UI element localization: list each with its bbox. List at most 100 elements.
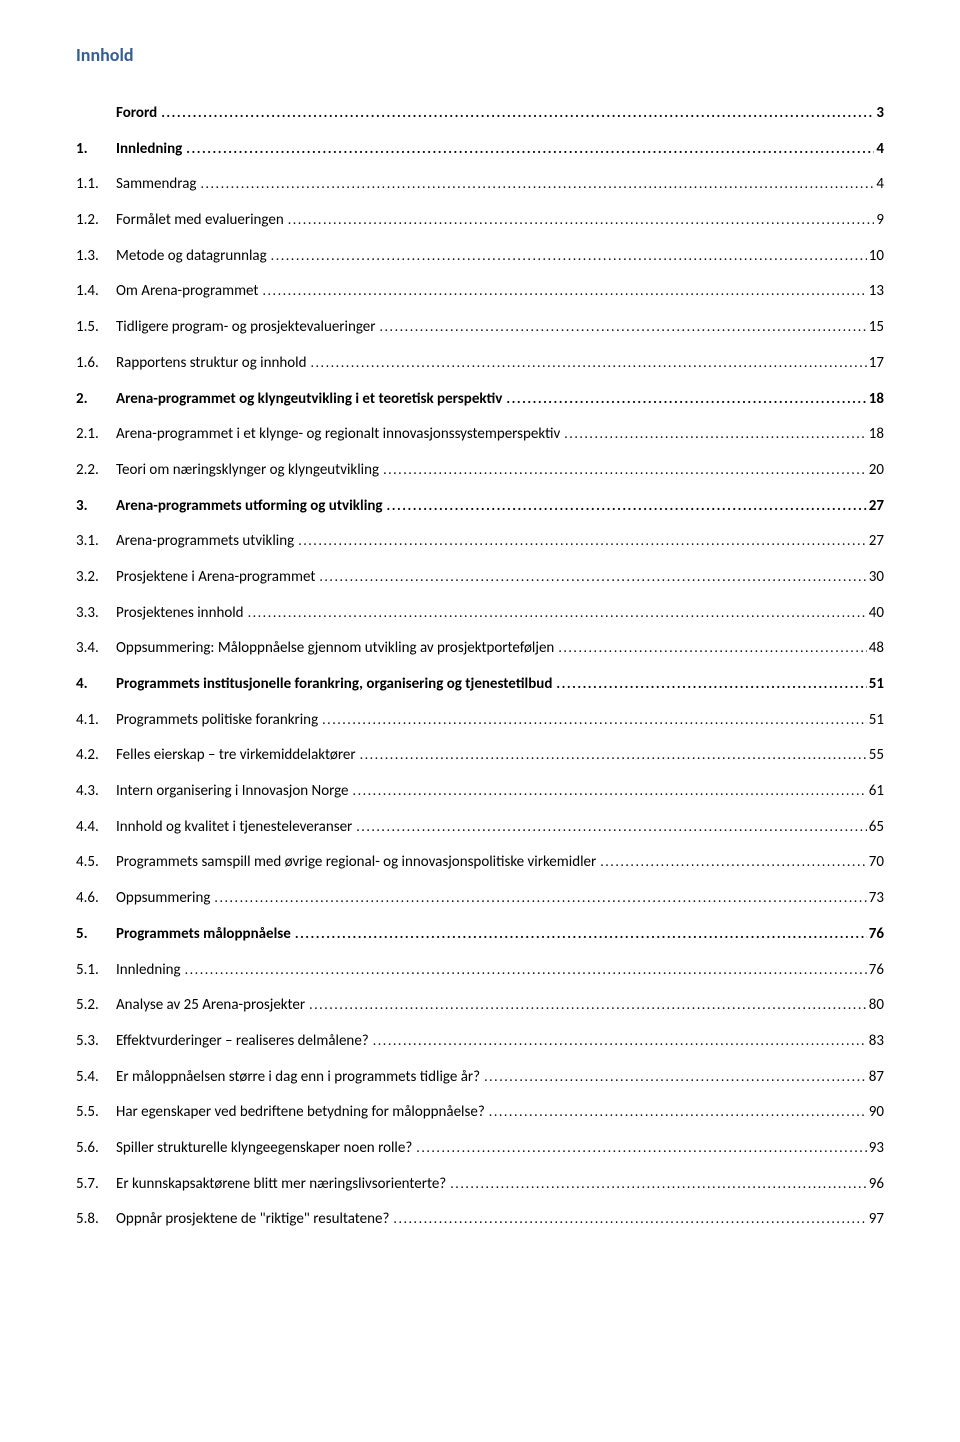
toc-leader: ........................................… — [379, 461, 867, 479]
toc-row: 4.4.Innhold og kvalitet i tjenestelevera… — [76, 818, 884, 838]
toc-page: 27 — [867, 532, 884, 552]
toc-leader: ........................................… — [315, 568, 866, 586]
toc-number: 5.6. — [76, 1139, 116, 1159]
toc-leader: ........................................… — [182, 140, 874, 158]
toc-label: Tidligere program- og prosjektevaluering… — [116, 318, 375, 338]
toc-list: Forord..................................… — [76, 104, 884, 1230]
toc-page: 83 — [867, 1032, 884, 1052]
toc-page: 13 — [867, 282, 884, 302]
toc-number: 2. — [76, 390, 116, 410]
toc-number: 3.2. — [76, 568, 116, 588]
toc-number: 5.1. — [76, 961, 116, 981]
toc-number: 5.7. — [76, 1175, 116, 1195]
toc-number: 1.6. — [76, 354, 116, 374]
toc-leader: ........................................… — [267, 247, 867, 265]
toc-leader: ........................................… — [502, 390, 866, 408]
toc-number: 5.2. — [76, 996, 116, 1016]
toc-label: Intern organisering i Innovasjon Norge — [116, 782, 349, 802]
toc-leader: ........................................… — [554, 639, 866, 657]
toc-label: Formålet med evalueringen — [116, 211, 284, 231]
toc-page: 20 — [867, 461, 884, 481]
toc-page: 61 — [867, 782, 884, 802]
toc-number: 5.3. — [76, 1032, 116, 1052]
toc-number: 4.2. — [76, 746, 116, 766]
toc-label: Har egenskaper ved bedriftene betydning … — [116, 1103, 485, 1123]
toc-leader: ........................................… — [446, 1175, 867, 1193]
toc-row: 1.2.Formålet med evalueringen...........… — [76, 211, 884, 231]
toc-row: 1.5.Tidligere program- og prosjektevalue… — [76, 318, 884, 338]
toc-page: 18 — [867, 425, 884, 445]
toc-page: 9 — [874, 211, 884, 231]
toc-row: 4.2.Felles eierskap – tre virkemiddelakt… — [76, 746, 884, 766]
toc-number: 2.2. — [76, 461, 116, 481]
toc-leader: ........................................… — [318, 711, 867, 729]
toc-label: Prosjektene i Arena-programmet — [116, 568, 315, 588]
toc-label: Innhold og kvalitet i tjenesteleveranser — [116, 818, 352, 838]
toc-page: 4 — [874, 140, 884, 160]
toc-row: 3.1.Arena-programmets utvikling.........… — [76, 532, 884, 552]
toc-page: 90 — [867, 1103, 884, 1123]
toc-page: 70 — [867, 853, 884, 873]
toc-title: Innhold — [76, 44, 884, 66]
toc-row: 5.1.Innledning..........................… — [76, 961, 884, 981]
toc-leader: ........................................… — [560, 425, 867, 443]
toc-number: 4.5. — [76, 853, 116, 873]
toc-label: Om Arena-programmet — [116, 282, 258, 302]
toc-label: Programmets institusjonelle forankring, … — [116, 675, 552, 695]
toc-number: 1.2. — [76, 211, 116, 231]
toc-leader: ........................................… — [284, 211, 875, 229]
toc-row: 5.8.Oppnår prosjektene de "riktige" resu… — [76, 1210, 884, 1230]
toc-number: 1.3. — [76, 247, 116, 267]
toc-leader: ........................................… — [244, 604, 867, 622]
toc-label: Teori om næringsklynger og klyngeutvikli… — [116, 461, 379, 481]
toc-row: 1.4.Om Arena-programmet.................… — [76, 282, 884, 302]
toc-number: 5.4. — [76, 1068, 116, 1088]
toc-row: 4.3.Intern organisering i Innovasjon Nor… — [76, 782, 884, 802]
toc-page: 96 — [867, 1175, 884, 1195]
toc-leader: ........................................… — [412, 1139, 867, 1157]
toc-label: Oppsummering: Måloppnåelse gjennom utvik… — [116, 639, 554, 659]
toc-page: 65 — [867, 818, 884, 838]
toc-row: 4.1.Programmets politiske forankring....… — [76, 711, 884, 731]
toc-label: Oppnår prosjektene de "riktige" resultat… — [116, 1210, 389, 1230]
toc-label: Analyse av 25 Arena-prosjekter — [116, 996, 305, 1016]
toc-row: 3.Arena-programmets utforming og utvikli… — [76, 497, 884, 517]
toc-page: 55 — [867, 746, 884, 766]
toc-label: Programmets måloppnåelse — [116, 925, 291, 945]
toc-label: Arena-programmet og klyngeutvikling i et… — [116, 390, 502, 410]
toc-leader: ........................................… — [294, 532, 867, 550]
toc-number: 5.8. — [76, 1210, 116, 1230]
toc-leader: ........................................… — [306, 354, 866, 372]
toc-label: Rapportens struktur og innhold — [116, 354, 306, 374]
toc-label: Metode og datagrunnlag — [116, 247, 267, 267]
toc-label: Arena-programmets utvikling — [116, 532, 294, 552]
toc-leader: ........................................… — [305, 996, 867, 1014]
toc-page: 76 — [867, 961, 884, 981]
toc-number: 1.1. — [76, 175, 116, 195]
toc-leader: ........................................… — [181, 961, 867, 979]
toc-row: 1.6.Rapportens struktur og innhold......… — [76, 354, 884, 374]
toc-number: 1.5. — [76, 318, 116, 338]
toc-page: 51 — [867, 711, 884, 731]
toc-leader: ........................................… — [596, 853, 867, 871]
toc-number: 1.4. — [76, 282, 116, 302]
toc-leader: ........................................… — [258, 282, 866, 300]
toc-label: Felles eierskap – tre virkemiddelaktører — [116, 746, 356, 766]
toc-leader: ........................................… — [485, 1103, 867, 1121]
toc-label: Arena-programmet i et klynge- og regiona… — [116, 425, 560, 445]
toc-row: 4.5.Programmets samspill med øvrige regi… — [76, 853, 884, 873]
toc-leader: ........................................… — [375, 318, 866, 336]
toc-leader: ........................................… — [552, 675, 866, 693]
toc-number: 5.5. — [76, 1103, 116, 1123]
toc-number: 1. — [76, 140, 116, 160]
toc-page: 73 — [867, 889, 884, 909]
toc-label: Spiller strukturelle klyngeegenskaper no… — [116, 1139, 412, 1159]
toc-leader: ........................................… — [356, 746, 867, 764]
toc-label: Innledning — [116, 961, 181, 981]
toc-row: 1.3.Metode og datagrunnlag..............… — [76, 247, 884, 267]
toc-number: 4.1. — [76, 711, 116, 731]
toc-label: Programmets samspill med øvrige regional… — [116, 853, 596, 873]
toc-label: Innledning — [116, 140, 182, 160]
toc-row: 1.1.Sammendrag..........................… — [76, 175, 884, 195]
toc-page: 18 — [867, 390, 884, 410]
